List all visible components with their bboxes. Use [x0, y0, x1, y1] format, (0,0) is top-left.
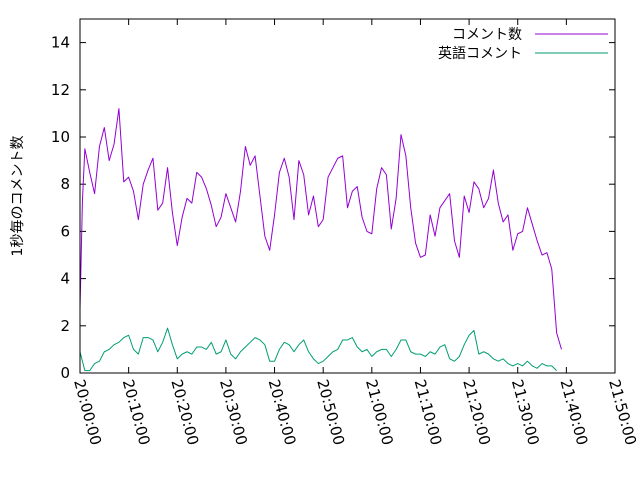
y-tick-labels: 0 2 4 6 8 10 12 14	[51, 34, 70, 382]
y-tick-label-4: 8	[60, 175, 70, 193]
x-tick-label-7: 21:10:00	[411, 377, 446, 447]
y-tick-label-3: 6	[60, 222, 70, 240]
y-tick-label-6: 12	[51, 81, 70, 99]
plot-border	[79, 18, 616, 374]
x-tick-label-8: 21:20:00	[459, 377, 494, 447]
legend-label-0: コメント数	[452, 27, 522, 43]
x-tick-label-10: 21:40:00	[556, 377, 591, 447]
y-axis-title: 1秒毎のコメント数	[10, 136, 26, 257]
series-line-1	[79, 327, 557, 372]
x-tick-label-3: 20:30:00	[216, 377, 251, 447]
x-tick-label-5: 20:50:00	[313, 377, 348, 447]
x-tick-label-6: 21:00:00	[362, 377, 397, 447]
y-tick-label-2: 4	[60, 270, 70, 288]
y-tick-label-0: 0	[60, 364, 70, 382]
x-tick-label-4: 20:40:00	[265, 377, 300, 447]
y-tick-label-7: 14	[51, 34, 70, 52]
x-tick-label-9: 21:30:00	[508, 377, 543, 447]
plot-area	[80, 19, 615, 373]
legend-label-1: 英語コメント	[438, 45, 522, 62]
series-line-0	[79, 108, 562, 350]
x-tick-labels: 20:00:00 20:10:00 20:20:00 20:30:00 20:40:00…	[70, 377, 640, 447]
x-tick-label-2: 20:20:00	[167, 377, 202, 447]
series-layer	[79, 108, 562, 372]
x-tick-label-1: 20:10:00	[119, 377, 154, 447]
x-tick-label-0: 20:00:00	[70, 377, 105, 447]
x-tick-label-11: 21:50:00	[605, 377, 640, 447]
y-tick-label-5: 10	[51, 128, 70, 146]
y-tick-label-1: 2	[60, 317, 70, 335]
